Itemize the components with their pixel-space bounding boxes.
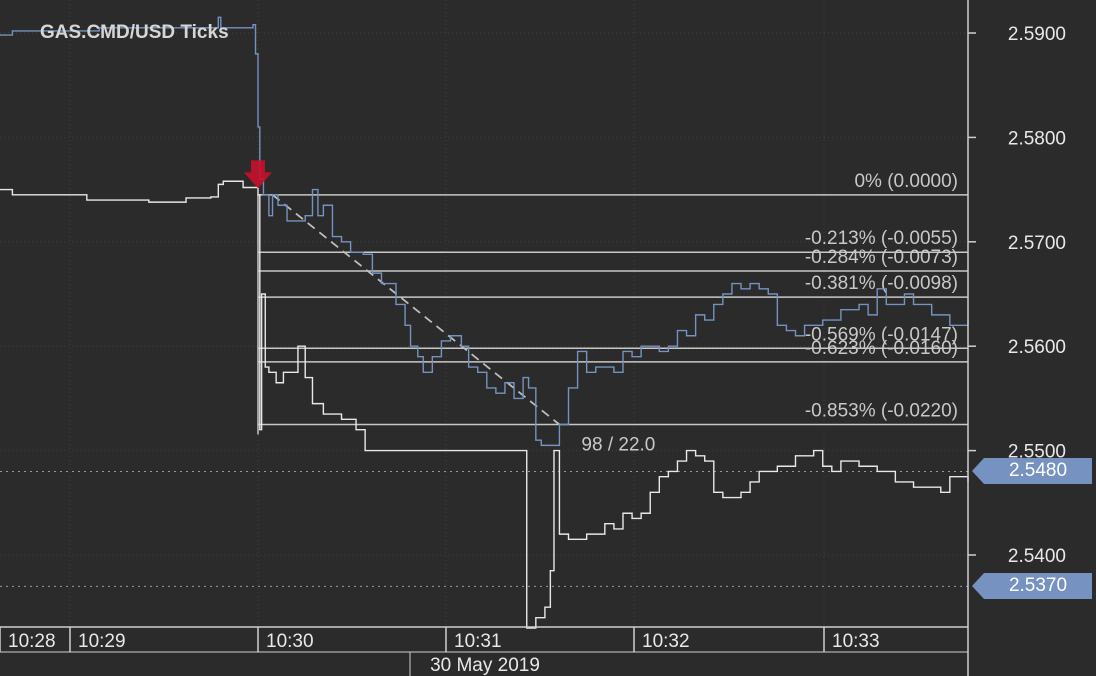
- date-label: 30 May 2019: [430, 655, 540, 676]
- chart-title: GAS.CMD/USD Ticks: [40, 22, 229, 43]
- fib-level-label: -0.284% (-0.0073): [805, 247, 958, 268]
- x-tick-label: 10:31: [454, 631, 502, 652]
- fib-level-label: -0.381% (-0.0098): [805, 273, 958, 294]
- fib-level-label: -0.569% (-0.0147): [805, 324, 958, 345]
- x-tick-label: 10:28: [8, 631, 56, 652]
- y-tick-label: 2.5900: [1008, 24, 1066, 45]
- current-price-tag-ask: 2.5480: [972, 458, 1092, 485]
- y-tick-label: 2.5400: [1008, 546, 1066, 567]
- x-tick-label: 10:33: [832, 631, 880, 652]
- trendline: 98 / 22.0: [271, 194, 655, 456]
- axes: 2.5900 2.5800 2.5700 2.5600 2.5500 2.5400 10:2…: [0, 0, 1066, 676]
- x-tick-label: 10:30: [266, 631, 314, 652]
- fibonacci-levels: 0% (0.0000) -0.213% (-0.0055)-0.284% (-0.…: [257, 171, 968, 435]
- fib-level-label: -0.623% (-0.0160): [805, 338, 958, 359]
- y-tick-label: 2.5700: [1008, 233, 1066, 254]
- sell-arrow-icon[interactable]: [244, 160, 272, 189]
- y-tick-label: 2.5600: [1008, 337, 1066, 358]
- price-series: [0, 16, 969, 629]
- series-line-ask: [0, 16, 969, 447]
- y-tick-label: 2.5800: [1008, 128, 1066, 149]
- y-tick-label: 2.5500: [1008, 442, 1066, 463]
- fib-level-label: -0.853% (-0.0220): [805, 401, 958, 422]
- current-price-tag-bid: 2.5370: [972, 573, 1092, 600]
- trend-label: 98 / 22.0: [581, 435, 655, 456]
- trend-line[interactable]: [271, 194, 560, 426]
- sell-arrow-icon[interactable]: [244, 160, 272, 189]
- fib-level-label: 0% (0.0000): [854, 171, 958, 192]
- series-line-bid: [0, 180, 969, 629]
- fib-level-label: -0.213% (-0.0055): [805, 228, 958, 249]
- x-tick-label: 10:29: [78, 631, 126, 652]
- x-tick-label: 10:32: [642, 631, 690, 652]
